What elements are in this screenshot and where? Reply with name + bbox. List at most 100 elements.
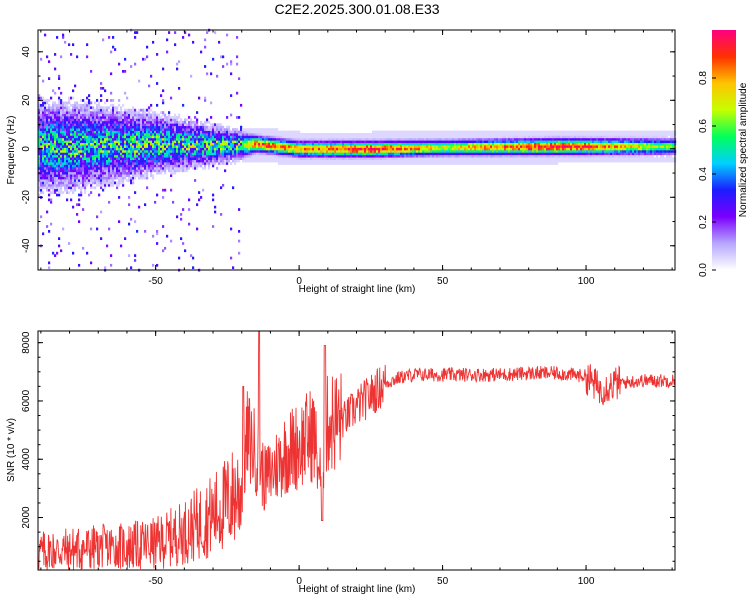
spectrogram-cell (96, 166, 99, 170)
spectrogram-cell (414, 145, 417, 148)
spectrogram-cell (184, 157, 187, 160)
spectrogram-cell (488, 140, 491, 144)
spectrogram-cell (500, 154, 503, 158)
spectrogram-cell (154, 118, 157, 122)
spectrogram-cell (80, 191, 83, 194)
spectrogram-cell (98, 128, 101, 131)
spectrogram-cell (444, 130, 447, 134)
spectrogram-cell (148, 137, 151, 141)
spectrogram-cell (272, 147, 275, 151)
spectrogram-cell (132, 137, 135, 141)
spectrogram-cell (240, 103, 243, 107)
spectrogram-cell (214, 210, 217, 214)
spectrogram-cell (160, 135, 163, 139)
spectrogram-cell (196, 150, 199, 153)
spectrogram-cell (126, 125, 129, 129)
spectrogram-cell (56, 176, 59, 180)
spectrogram-cell (256, 152, 259, 156)
spectrogram-cell (228, 145, 231, 148)
spectrogram-cell (94, 154, 97, 158)
spectrogram-cell (144, 137, 147, 141)
spectrogram-cell (58, 164, 61, 168)
spectrogram-cell (208, 142, 211, 146)
spectrogram-cell (304, 145, 307, 148)
spectrogram-cell (304, 152, 307, 156)
spectrogram-cell (60, 99, 63, 102)
spectrogram-cell (270, 142, 273, 146)
spectrogram-cell (48, 266, 51, 270)
spectrogram-cell (88, 164, 91, 168)
spectrogram-cell (364, 154, 367, 158)
spectrogram-cell (100, 94, 103, 97)
spectrogram-cell (136, 123, 139, 127)
spectrogram-cell (238, 130, 241, 134)
spectrogram-cell (252, 130, 255, 134)
spectrogram-cell (38, 108, 41, 112)
spectrogram-cell (422, 162, 425, 165)
spectrogram-cell (396, 142, 399, 146)
spectrogram-cell (240, 142, 243, 146)
spectrogram-cell (72, 96, 75, 100)
spectrogram-cell (202, 154, 205, 158)
spectrogram-cell (46, 157, 49, 160)
spectrogram-cell (56, 36, 59, 39)
spectrogram-cell (266, 128, 269, 131)
spectrogram-cell (482, 145, 485, 148)
spectrogram-cell (208, 120, 211, 124)
spectrogram-cell (206, 135, 209, 139)
spectrogram-cell (372, 147, 375, 151)
spectrogram-cell (300, 154, 303, 158)
spectrogram-cell (200, 125, 203, 129)
spectrogram-cell (430, 150, 433, 153)
spectrogram-cell (350, 133, 353, 136)
spectrogram-cell (172, 123, 175, 127)
spectrogram-cell (366, 140, 369, 144)
spectrogram-cell (482, 154, 485, 158)
spectrogram-cell (60, 103, 63, 107)
spectrogram-cell (386, 133, 389, 136)
spectrogram-cell (280, 154, 283, 158)
spectrogram-cell (54, 108, 57, 112)
spectrogram-cell (58, 181, 61, 185)
spectrogram-cell (44, 99, 47, 102)
spectrogram-cell (374, 147, 377, 151)
spectrogram-cell (240, 140, 243, 144)
spectrogram-cell (56, 128, 59, 131)
spectrogram-cell (90, 137, 93, 141)
spectrogram-cell (512, 142, 515, 146)
spectrogram-cell (256, 137, 259, 141)
spectrogram-cell (128, 157, 131, 160)
spectrogram-cell (460, 130, 463, 134)
spectrogram-cell (204, 137, 207, 141)
spectrogram-cell (68, 157, 71, 160)
spectrogram-cell (506, 142, 509, 146)
spectrogram-cell (238, 142, 241, 146)
spectrogram-cell (54, 137, 57, 141)
spectrogram-cell (490, 147, 493, 151)
spectrogram-cell (220, 152, 223, 156)
spectrogram-cell (296, 159, 299, 163)
spectrogram-cell (86, 137, 89, 141)
spectrogram-cell (100, 166, 103, 170)
spectrogram-cell (120, 125, 123, 129)
spectrogram-cell (358, 150, 361, 153)
spectrogram-cell (138, 205, 141, 209)
spectrogram-cell (178, 135, 181, 139)
spectrogram-cell (164, 154, 167, 158)
spectrogram-cell (114, 48, 117, 51)
spectrogram-cell (156, 166, 159, 170)
spectrogram-cell (206, 162, 209, 165)
spectrogram-cell (452, 140, 455, 144)
spectrogram-cell (80, 130, 83, 134)
spectrogram-cell (180, 152, 183, 156)
spectrogram-cell (96, 183, 99, 187)
spectrogram-cell (134, 220, 137, 224)
spectrogram-cell (100, 116, 103, 119)
spectrogram-cell (60, 128, 63, 131)
spectrogram-cell (228, 140, 231, 144)
spectrogram-cell (146, 142, 149, 146)
spectrogram-cell (444, 150, 447, 153)
spectrogram-cell (336, 159, 339, 163)
spectrogram-cell (470, 162, 473, 165)
spectrogram-cell (72, 152, 75, 156)
